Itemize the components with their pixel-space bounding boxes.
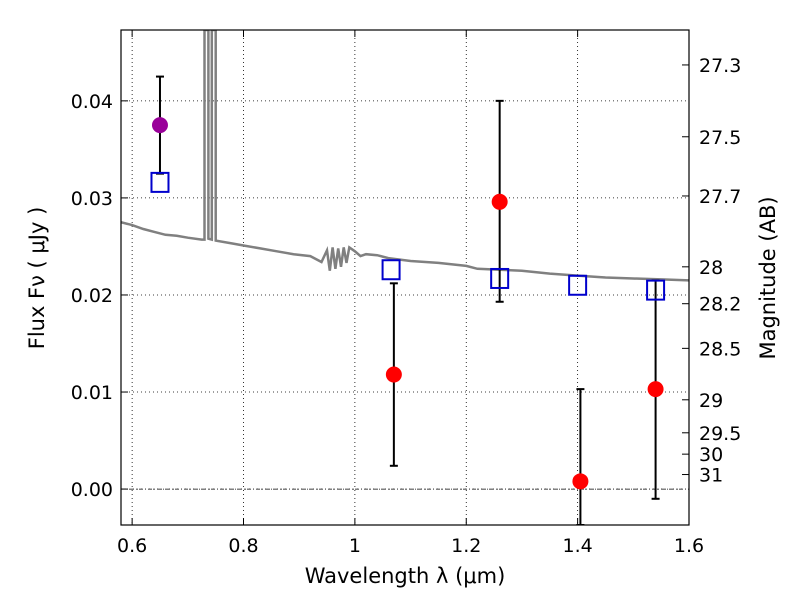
right-tick-label: 27.7 [699,186,741,208]
right-tick-label: 28.2 [699,294,741,316]
x-tick-label: 1.4 [563,535,593,557]
measured-flux-point [491,193,508,210]
measured-flux-layer [151,117,664,490]
x-axis-ticks: 0.6 0.8 1 1.2 1.4 1.6 [117,30,704,557]
errorbar-layer [155,75,660,525]
y-tick-label: 0.04 [71,91,113,113]
model-spectrum-layer [121,30,689,282]
x-tick-label: 1.2 [451,535,481,557]
x-tick-label: 1 [349,535,361,557]
y-tick-label: 0.00 [71,479,113,501]
x-tick-label: 0.6 [117,535,147,557]
right-tick-label: 27.3 [699,55,741,77]
y-tick-label: 0.01 [71,382,113,404]
right-tick-label: 29.5 [699,423,741,445]
model-flux-square [646,279,666,301]
right-tick-label: 28 [699,257,723,279]
model-flux-square [568,274,588,296]
right-tick-label: 29 [699,390,723,412]
measured-flux-point [647,381,664,398]
x-tick-label: 0.8 [228,535,258,557]
right-axis-label: Magnitude (AB) [756,196,780,359]
measured-flux-point [572,473,589,490]
measured-flux-point [151,117,168,134]
plot-frame [120,29,690,526]
right-tick-label: 31 [699,465,723,487]
y-tick-label: 0.02 [71,285,113,307]
model-flux-layer [150,171,666,301]
x-axis-label: Wavelength λ (μm) [305,564,506,588]
model-flux-square [490,267,510,289]
x-tick-label: 1.6 [674,535,704,557]
y-tick-label: 0.03 [71,188,113,210]
measured-flux-point [385,366,402,383]
model-flux-square [381,259,401,281]
model-flux-square [150,171,170,193]
y-axis-ticks: 0.00 0.01 0.02 0.03 0.04 [71,91,128,501]
plot-area [121,30,689,525]
right-tick-label: 27.5 [699,127,741,149]
right-tick-label: 30 [699,444,723,466]
right-tick-label: 28.5 [699,338,741,360]
y-axis-label: Flux Fν ( μJy ) [25,207,49,350]
model-spectrum-line [121,30,689,282]
